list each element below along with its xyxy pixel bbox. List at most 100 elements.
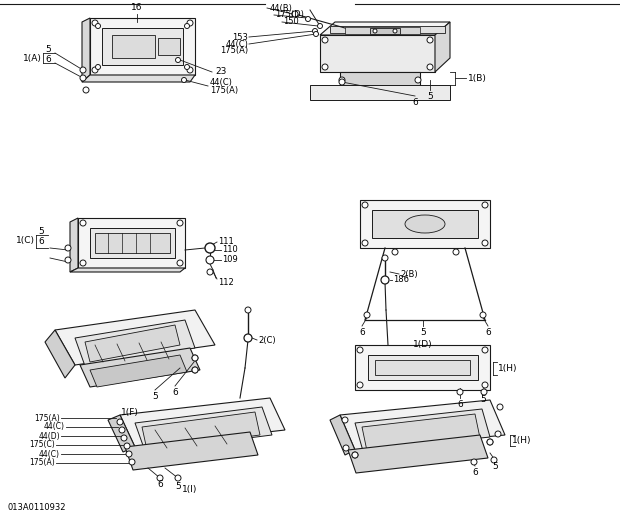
Polygon shape <box>355 409 490 451</box>
Circle shape <box>392 249 398 255</box>
Polygon shape <box>340 72 420 90</box>
Polygon shape <box>360 200 490 248</box>
Circle shape <box>205 243 215 253</box>
Text: 6: 6 <box>38 238 44 247</box>
Text: 175(A): 175(A) <box>220 47 248 56</box>
Text: 5: 5 <box>480 395 486 404</box>
Circle shape <box>373 29 377 33</box>
Polygon shape <box>435 22 450 72</box>
Text: 1(F): 1(F) <box>121 408 139 417</box>
Circle shape <box>119 427 125 433</box>
Text: 2(B): 2(B) <box>400 269 418 279</box>
Text: 16: 16 <box>131 3 143 12</box>
Text: 1(A): 1(A) <box>23 53 42 62</box>
Text: 1(I): 1(I) <box>182 485 198 494</box>
Circle shape <box>80 260 86 266</box>
Circle shape <box>80 67 86 73</box>
Circle shape <box>322 37 328 43</box>
Text: 1(C): 1(C) <box>16 236 35 244</box>
Circle shape <box>120 428 125 432</box>
Circle shape <box>480 312 486 318</box>
Polygon shape <box>345 27 420 34</box>
Text: 6: 6 <box>457 400 463 409</box>
Text: 6: 6 <box>157 480 163 489</box>
Circle shape <box>65 257 71 263</box>
Text: 5: 5 <box>152 392 158 401</box>
Circle shape <box>125 444 130 448</box>
Text: 5: 5 <box>38 227 44 237</box>
Circle shape <box>357 382 363 388</box>
Circle shape <box>415 77 421 83</box>
Text: 175(A): 175(A) <box>210 86 238 94</box>
Circle shape <box>381 276 389 284</box>
Polygon shape <box>370 28 400 34</box>
Circle shape <box>80 220 86 226</box>
Circle shape <box>126 452 131 457</box>
Circle shape <box>352 452 358 458</box>
Text: 150: 150 <box>283 18 299 26</box>
Circle shape <box>121 435 127 441</box>
Text: 175(A): 175(A) <box>34 414 60 422</box>
Polygon shape <box>340 400 505 450</box>
Circle shape <box>497 404 503 410</box>
Circle shape <box>175 475 181 481</box>
Text: 44(C): 44(C) <box>210 77 233 87</box>
Text: 2(C): 2(C) <box>258 335 276 345</box>
Polygon shape <box>320 22 450 35</box>
Circle shape <box>187 67 193 73</box>
Text: 1(H): 1(H) <box>498 363 518 373</box>
Text: 5: 5 <box>420 328 426 337</box>
Ellipse shape <box>405 215 445 233</box>
Text: 44(B): 44(B) <box>270 4 293 12</box>
Circle shape <box>382 255 388 261</box>
Text: 5: 5 <box>492 462 498 471</box>
Text: 6: 6 <box>412 98 418 107</box>
Circle shape <box>122 435 126 441</box>
Polygon shape <box>142 412 260 450</box>
Text: 6: 6 <box>472 468 478 477</box>
Circle shape <box>118 419 123 425</box>
Text: 6: 6 <box>172 388 178 397</box>
Text: 44(C): 44(C) <box>44 422 65 431</box>
Polygon shape <box>368 355 478 380</box>
Polygon shape <box>90 355 187 387</box>
Text: 5: 5 <box>45 46 51 54</box>
Text: 175(A): 175(A) <box>29 458 55 468</box>
Circle shape <box>292 11 298 17</box>
Polygon shape <box>82 75 195 82</box>
Polygon shape <box>135 407 272 451</box>
Circle shape <box>182 77 187 83</box>
Text: 110: 110 <box>222 245 237 254</box>
Circle shape <box>471 459 477 465</box>
Circle shape <box>129 459 135 465</box>
Text: 1(D): 1(D) <box>413 340 433 349</box>
Text: 112: 112 <box>218 278 234 287</box>
Circle shape <box>427 37 433 43</box>
Text: 6: 6 <box>359 328 365 337</box>
Polygon shape <box>85 325 180 362</box>
Circle shape <box>364 312 370 318</box>
Circle shape <box>192 367 198 373</box>
Circle shape <box>185 23 190 29</box>
Circle shape <box>357 347 363 353</box>
Circle shape <box>482 382 488 388</box>
Circle shape <box>362 202 368 208</box>
Circle shape <box>177 260 183 266</box>
Circle shape <box>362 240 368 246</box>
Circle shape <box>177 220 183 226</box>
Circle shape <box>95 64 100 70</box>
Circle shape <box>487 439 493 445</box>
Circle shape <box>482 240 488 246</box>
Circle shape <box>95 23 100 29</box>
Polygon shape <box>112 35 155 58</box>
Circle shape <box>314 32 319 36</box>
Circle shape <box>157 475 163 481</box>
Polygon shape <box>320 35 435 72</box>
Polygon shape <box>90 18 195 75</box>
Polygon shape <box>78 218 185 268</box>
Polygon shape <box>55 310 215 365</box>
Circle shape <box>84 88 88 92</box>
Circle shape <box>491 457 497 463</box>
Polygon shape <box>348 435 488 473</box>
Circle shape <box>175 58 180 62</box>
